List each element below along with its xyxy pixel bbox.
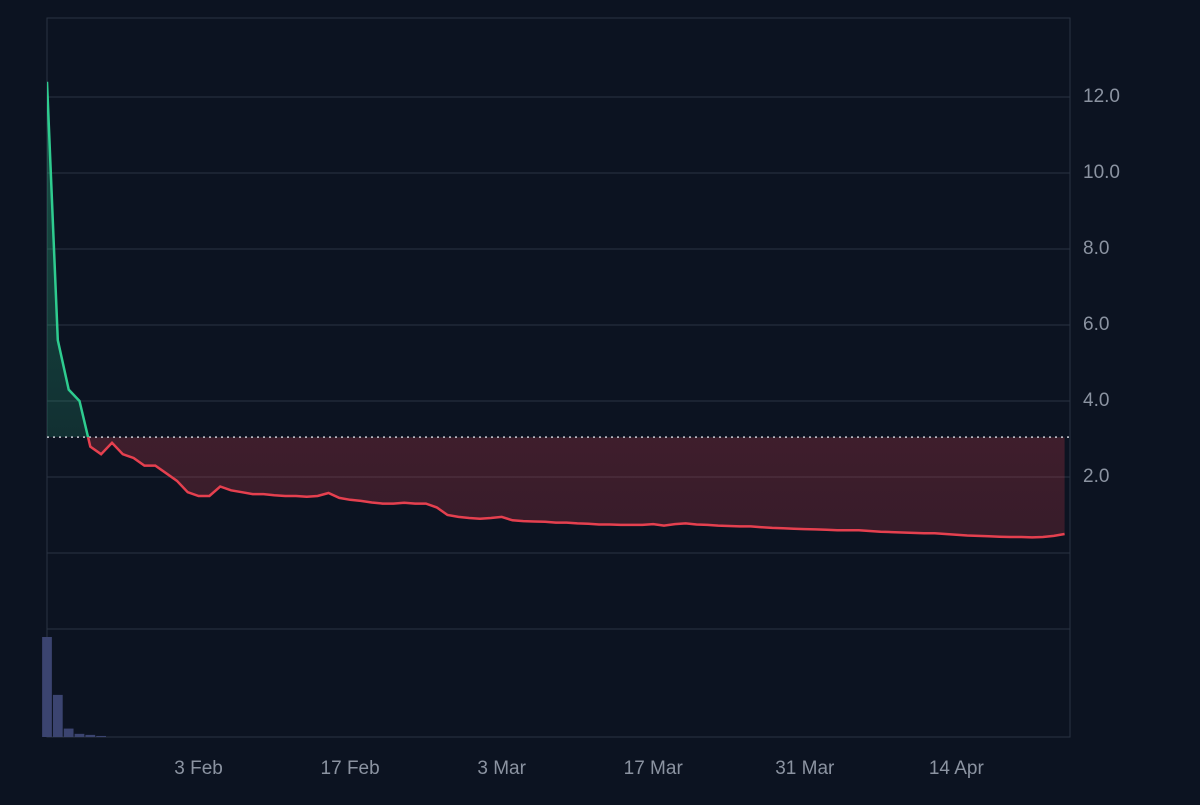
price-line-down bbox=[86, 437, 1065, 539]
area-up bbox=[47, 81, 89, 438]
volume-bar bbox=[85, 734, 96, 737]
y-tick-label: 2.0 bbox=[1083, 466, 1109, 487]
volume-bar bbox=[74, 733, 85, 737]
y-tick-label: 10.0 bbox=[1083, 162, 1120, 183]
volume-bar bbox=[52, 694, 63, 737]
y-tick-label: 4.0 bbox=[1083, 390, 1109, 411]
area-down bbox=[47, 437, 1065, 538]
x-tick-label: 31 Mar bbox=[775, 758, 835, 779]
y-tick-label: 8.0 bbox=[1083, 238, 1109, 259]
x-tick-label: 3 Mar bbox=[477, 758, 526, 779]
volume-bar bbox=[63, 728, 74, 737]
x-tick-label: 14 Apr bbox=[929, 758, 985, 779]
y-tick-label: 6.0 bbox=[1083, 314, 1109, 335]
x-tick-label: 3 Feb bbox=[174, 758, 223, 779]
volume-bar bbox=[42, 637, 52, 737]
x-tick-label: 17 Mar bbox=[624, 758, 684, 779]
volume-bar bbox=[96, 735, 106, 737]
x-tick-label: 17 Feb bbox=[321, 758, 380, 779]
y-tick-label: 12.0 bbox=[1083, 86, 1120, 107]
